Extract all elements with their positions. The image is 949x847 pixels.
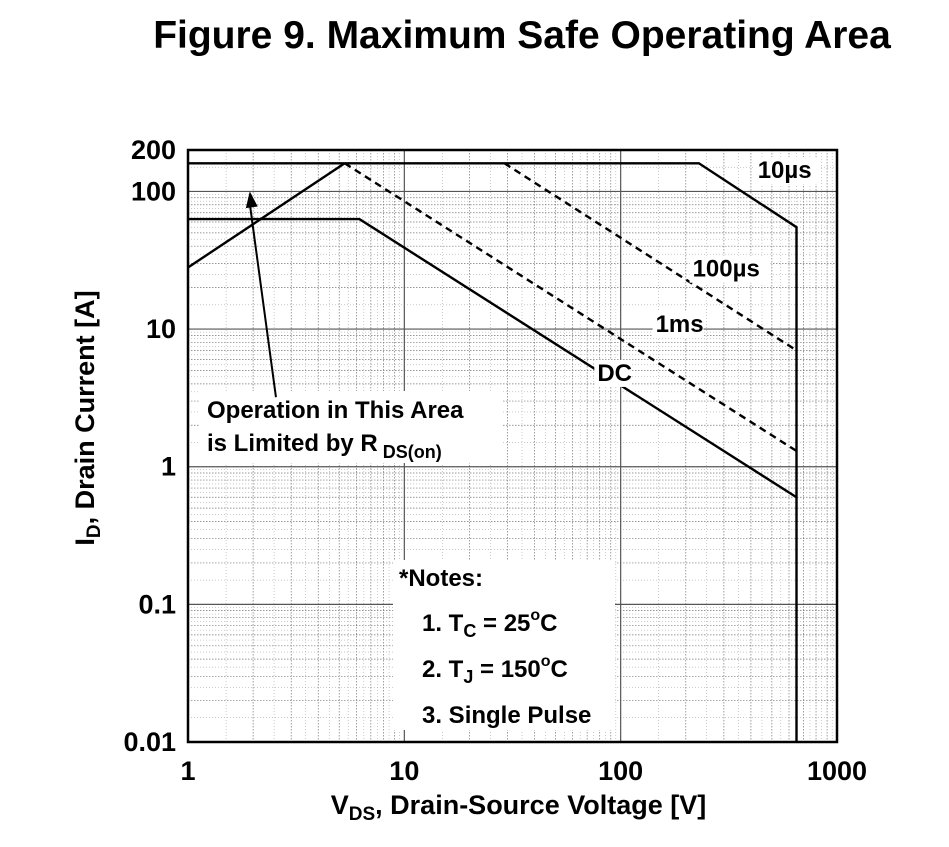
annotation-line-1: Operation in This Area <box>207 397 464 424</box>
series-line-1ms <box>344 162 798 453</box>
series-label: 100µs <box>693 256 760 283</box>
y-tick-label: 1 <box>161 452 176 482</box>
series-label-bg <box>594 359 631 387</box>
note-item: 2. TJ = 150oC <box>422 653 568 687</box>
y-axis-label: ID, Drain Current [A] <box>70 290 105 545</box>
series-line-100s <box>503 162 798 352</box>
annotation-arrow-head <box>245 191 258 209</box>
notes-heading: *Notes: <box>399 565 483 592</box>
annotation-bg <box>200 391 502 463</box>
y-tick-label: 200 <box>131 135 176 165</box>
notes-bg <box>393 560 615 730</box>
series-label-bg <box>689 255 771 283</box>
x-tick-label: 100 <box>598 756 643 786</box>
notes-box: *Notes: 1. TC = 25oC 2. TJ = 150oC 3. Singl… <box>393 560 615 730</box>
series-label-bg <box>652 311 704 339</box>
y-tick-label: 100 <box>131 176 176 206</box>
y-tick-label: 0.01 <box>123 727 176 757</box>
plot-frame <box>186 148 839 744</box>
y-tick-label: 0.1 <box>138 589 176 619</box>
tick-labels: 1 10 100 1000 0.01 0.1 1 10 100 200 <box>123 135 867 786</box>
series-label: DC <box>597 360 632 387</box>
series-curves <box>187 162 798 742</box>
axis-labels: VDS, Drain-Source Voltage [V] ID, Drain C… <box>70 290 706 825</box>
series-line-10s <box>188 162 798 742</box>
annotation-arrow-line <box>248 203 277 398</box>
chart-title: Figure 9. Maximum Safe Operating Area <box>153 14 891 57</box>
x-tick-label: 10 <box>389 756 419 786</box>
annotation-line-2: is Limited by R DS(on) <box>207 430 442 462</box>
series-line-DC <box>188 217 798 499</box>
x-tick-label: 1000 <box>807 756 867 786</box>
x-tick-label: 1 <box>180 756 195 786</box>
series-label: 10µs <box>758 157 812 184</box>
note-item: 3. Single Pulse <box>422 702 591 729</box>
series-label: 1ms <box>656 311 704 338</box>
series-label-bg <box>754 157 821 185</box>
series-labels: 10µs 100µs 1ms DC <box>594 157 821 387</box>
y-tick-label: 10 <box>146 314 176 344</box>
note-item: 1. TC = 25oC <box>422 607 558 641</box>
series-line-rds-limit <box>187 162 346 269</box>
x-axis-label: VDS, Drain-Source Voltage [V] <box>331 790 706 825</box>
annotation: Operation in This Area is Limited by R DS… <box>200 191 502 463</box>
